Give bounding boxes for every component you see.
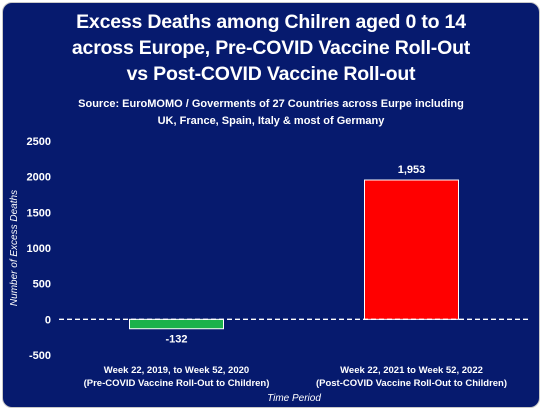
data-label: 1,953 [398, 164, 426, 176]
title-line: vs Post-COVID Vaccine Roll-out [126, 63, 416, 85]
data-label: -132 [165, 334, 187, 346]
chart-subtitle: Source: EuroMOMO / Goverments of 27 Coun… [3, 96, 539, 130]
y-tick-label: 2500 [27, 136, 51, 148]
x-axis-label: Time Period [267, 393, 321, 404]
y-tick-label: 1000 [27, 243, 51, 255]
title-line: across Europe, Pre-COVID Vaccine Roll-Ou… [71, 37, 471, 59]
chart-title: Excess Deaths among Chilren aged 0 to 14… [3, 9, 539, 87]
y-tick-label: 2000 [27, 172, 51, 184]
y-tick-label: 0 [45, 314, 51, 326]
bars [129, 179, 459, 330]
subtitle-line: Source: EuroMOMO / Goverments of 27 Coun… [78, 98, 464, 110]
subtitle-line: UK, France, Spain, Italy & most of Germa… [157, 115, 385, 127]
x-axis-categories: Week 22, 2019, to Week 52, 2020 (Pre-COVI… [84, 365, 507, 389]
y-tick-label: -500 [29, 350, 51, 362]
x-category-label: Week 22, 2021 to Week 52, 2022 [340, 365, 483, 376]
data-labels: -132 1,953 [165, 164, 425, 346]
y-tick-label: 1500 [27, 207, 51, 219]
y-tick-label: 500 [33, 279, 51, 291]
x-category-label: (Pre-COVID Vaccine Roll-Out to Children) [84, 378, 270, 389]
y-axis-ticks: -500 0 500 1000 1500 2000 2500 [27, 136, 51, 362]
bar-chart: -500 0 500 1000 1500 2000 2500 -132 1,953 Week … [9, 136, 529, 404]
bar [364, 179, 459, 320]
x-category-label: Week 22, 2019, to Week 52, 2020 [104, 365, 249, 376]
y-axis-label: Number of Excess Deaths [9, 190, 20, 306]
x-category-label: (Post-COVID Vaccine Roll-Out to Children… [316, 378, 507, 389]
bar [129, 318, 224, 330]
title-line: Excess Deaths among Chilren aged 0 to 14 [76, 11, 466, 33]
